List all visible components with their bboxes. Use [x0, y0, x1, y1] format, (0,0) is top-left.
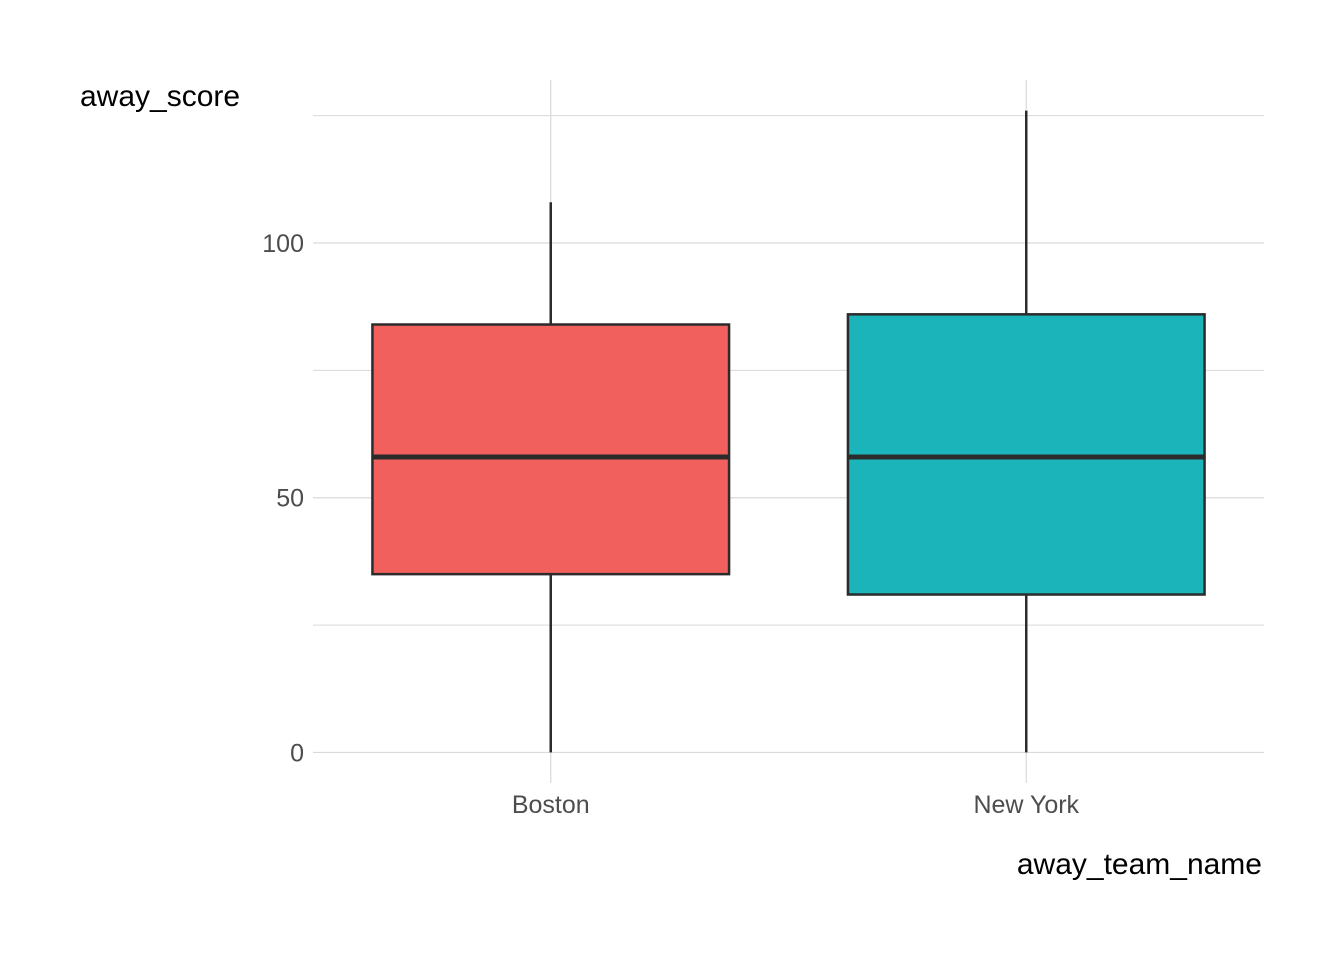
box-new-york: [846, 313, 1206, 596]
x-axis-title: away_team_name: [1017, 848, 1262, 881]
y-axis-title: away_score: [80, 80, 240, 113]
box-layer: [371, 110, 1206, 753]
y-tick-label: 50: [276, 485, 304, 513]
box-boston: [371, 323, 731, 576]
tick-labels: 0 50 100 Boston New York: [262, 230, 1079, 819]
x-tick-label: New York: [973, 791, 1079, 819]
y-tick-label: 0: [290, 739, 304, 767]
x-tick-label: Boston: [512, 791, 590, 819]
y-tick-label: 100: [262, 230, 304, 258]
